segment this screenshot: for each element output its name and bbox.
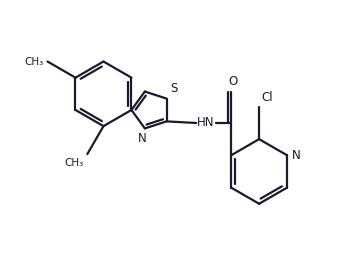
- Text: Cl: Cl: [261, 91, 273, 104]
- Text: CH₃: CH₃: [24, 56, 43, 67]
- Text: HN: HN: [197, 117, 215, 130]
- Text: S: S: [170, 82, 178, 95]
- Text: CH₃: CH₃: [64, 158, 83, 168]
- Text: O: O: [228, 75, 238, 89]
- Text: N: N: [292, 149, 301, 162]
- Text: N: N: [138, 132, 146, 145]
